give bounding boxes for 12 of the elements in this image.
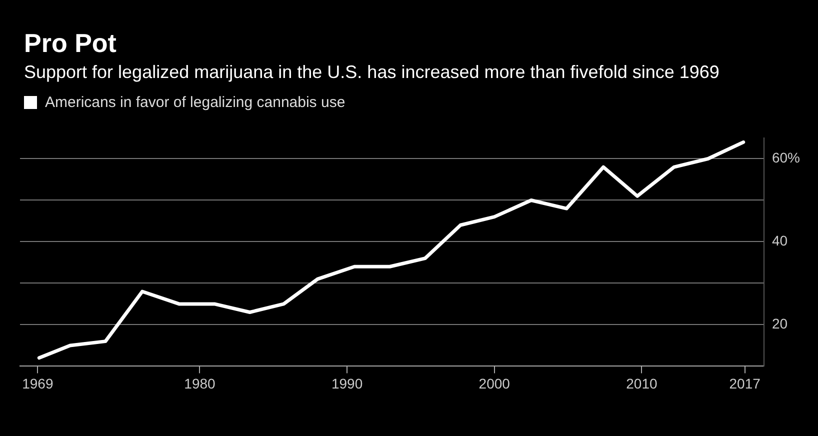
legend-label: Americans in favor of legalizing cannabis use <box>45 94 346 111</box>
chart-title: Pro Pot <box>24 28 116 59</box>
x-tick-label: 1990 <box>331 375 363 392</box>
x-tick-label: 2000 <box>478 375 510 392</box>
x-tick-label: 2010 <box>626 375 658 392</box>
y-tick-label: 60% <box>772 150 800 166</box>
y-tick-label: 20 <box>772 316 788 332</box>
y-tick-label: 40 <box>772 232 788 249</box>
x-tick-label: 2017 <box>729 375 761 392</box>
x-tick-label: 1980 <box>184 375 216 392</box>
chart-subtitle: Support for legalized marijuana in the U.S. has increased more than fivefold since 1969 <box>24 62 720 83</box>
x-tick-label: 1969 <box>22 375 54 392</box>
